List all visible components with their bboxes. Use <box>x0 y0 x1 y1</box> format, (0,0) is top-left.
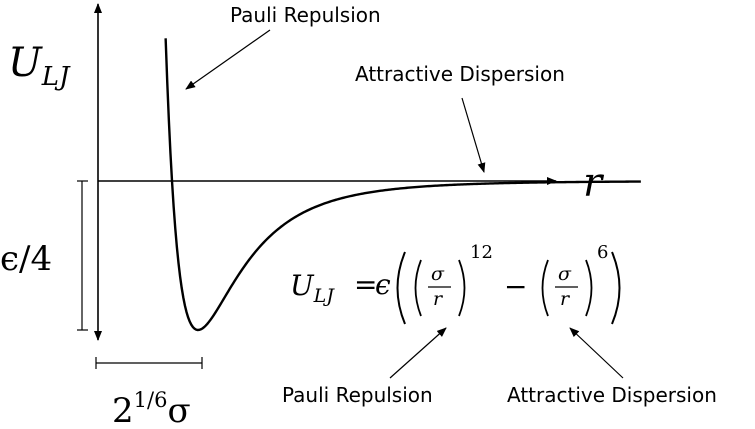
svg-text:σ: σ <box>431 263 445 285</box>
arrow-dispersion-bottom <box>570 328 623 378</box>
annotation-dispersion-bottom: Attractive Dispersion <box>507 383 717 407</box>
svg-text:ULJ: ULJ <box>290 269 335 307</box>
arrow-dispersion-right <box>462 98 484 172</box>
min-position-label: 21/6σ <box>112 388 191 429</box>
arrow-pauli-bottom <box>390 328 446 378</box>
x-axis-label: r <box>583 160 605 206</box>
arrow-pauli-top <box>186 30 270 89</box>
depth-label: ϵ/4 <box>0 239 52 279</box>
lj-equation: ULJ = ϵ σ r 12 − σ r 6 <box>290 242 620 324</box>
annotation-pauli-top: Pauli Repulsion <box>230 3 381 27</box>
svg-text:−: − <box>504 270 527 303</box>
svg-text:6: 6 <box>597 242 608 263</box>
svg-text:12: 12 <box>470 242 493 263</box>
svg-text:=: = <box>354 268 377 301</box>
annotation-pauli-bottom: Pauli Repulsion <box>282 383 433 407</box>
y-axis-label: ULJ <box>8 40 71 92</box>
svg-text:ϵ: ϵ <box>375 268 391 301</box>
svg-text:r: r <box>433 288 444 310</box>
svg-text:σ: σ <box>558 263 572 285</box>
annotation-dispersion-right: Attractive Dispersion <box>355 62 565 86</box>
svg-text:r: r <box>560 288 571 310</box>
